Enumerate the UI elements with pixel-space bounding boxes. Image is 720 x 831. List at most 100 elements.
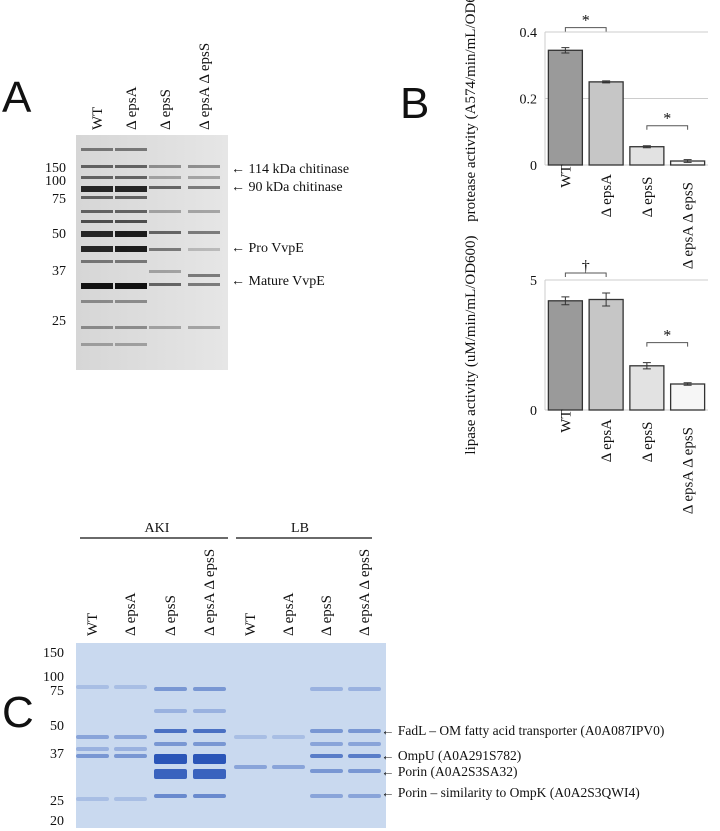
error-bar [683,159,692,163]
lane-label: Δ epsA Δ epsS [357,549,373,636]
gel-band [115,343,147,346]
annotation: ← Pro VvpE [231,241,304,256]
error-bar [642,362,651,370]
gel-band [81,176,113,179]
significance-bracket [564,27,607,32]
marker-label: 100 [45,174,66,189]
lane-label: WT [85,613,101,636]
gel-band [115,148,147,151]
bar [547,49,584,166]
gel-band [154,687,187,691]
gel-band [348,794,381,798]
marker-label: 25 [50,794,64,809]
error-bar [602,80,611,84]
marker-label: 150 [45,161,66,176]
significance-bracket [646,125,689,130]
bar [547,300,584,411]
gel-band [115,220,147,223]
gel-band [81,186,113,192]
gel-band [115,283,147,289]
gel-a [76,135,228,370]
panel-label: A [2,73,32,122]
annotation: ← 114 kDa chitinase [231,162,349,177]
marker-label: 25 [52,314,66,329]
gel-band [76,754,109,758]
gel-band [149,186,181,189]
bar [588,298,624,411]
y-tick-label: 0 [530,404,537,419]
gel-band [234,765,267,769]
significance-bracket [564,272,607,277]
gel-band [193,754,226,764]
gel-band [188,283,220,286]
lane-label: Δ epsS [640,421,656,462]
gel-band [81,326,113,329]
gel-band [76,747,109,751]
gel-band [310,687,343,691]
gel-band [81,260,113,263]
gel-band [193,794,226,798]
gel-band [154,729,187,733]
lane-label: WT [90,107,106,130]
lane-label: Δ epsA [599,174,615,218]
lane-label: Δ epsA Δ epsS [197,43,213,130]
marker-label: 50 [50,719,64,734]
gel-band [115,260,147,263]
gel-band [81,246,113,252]
lane-label: WT [243,613,259,636]
bar [588,81,624,166]
gel-band [348,687,381,691]
lane-label: Δ epsA Δ epsS [202,549,218,636]
annotation: ← OmpU (A0A291S782) [381,748,521,763]
gel-band [348,769,381,773]
gel-band [154,794,187,798]
gel-band [115,246,147,252]
error-bar [642,145,651,149]
gel-band [193,687,226,691]
gel-band [310,794,343,798]
y-tick-label: 0.2 [520,93,538,108]
annotation: ← 90 kDa chitinase [231,180,343,195]
marker-label: 50 [52,227,66,242]
error-bar [561,296,570,306]
gel-band [234,735,267,739]
lane-label: Δ epsS [158,89,174,130]
lane-label: Δ epsA Δ epsS [681,182,697,269]
gel-band [188,210,220,213]
group-label: AKI [145,521,170,536]
gel-band [76,685,109,689]
panel-label: C [2,688,34,737]
bar [669,383,706,411]
gel-band [81,165,113,168]
gel-band [193,742,226,746]
gel-band [114,797,147,801]
gel-band [188,326,220,329]
marker-label: 100 [43,670,64,685]
gel-c-bands [76,685,381,801]
error-bar [683,382,692,386]
lane-label: WT [558,409,574,432]
lane-label: Δ epsS [163,595,179,636]
gel-band [154,742,187,746]
gel-band [188,176,220,179]
gel-band [81,220,113,223]
gel-band [115,326,147,329]
gel-band [149,231,181,234]
gel-band [81,210,113,213]
marker-label: 37 [52,264,66,279]
gel-band [193,769,226,779]
gel-band [310,754,343,758]
gel-band [310,742,343,746]
annotation: ← Porin – similarity to OmpK (A0A2S3QWI4… [381,785,640,800]
annotation: ← FadL – OM fatty acid transporter (A0A0… [381,723,664,738]
significance-label: * [663,111,671,128]
error-bar [602,292,611,307]
gel-c [76,643,386,828]
gel-band [81,148,113,151]
gel-band [115,165,147,168]
gel-band [149,165,181,168]
gel-band [348,754,381,758]
lane-label: Δ epsS [640,176,656,217]
gel-band [149,176,181,179]
gel-band [272,765,305,769]
